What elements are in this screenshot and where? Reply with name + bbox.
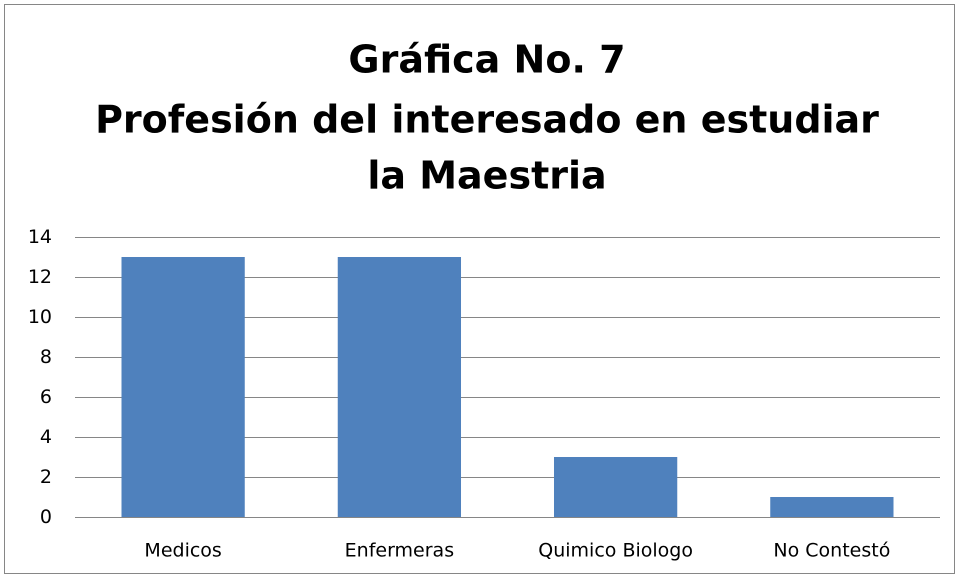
chart-title: la Maestria	[367, 154, 606, 198]
y-tick-label: 4	[40, 426, 52, 448]
bar	[770, 497, 894, 517]
bar	[337, 257, 462, 517]
y-tick-label: 0	[40, 506, 52, 528]
bar	[121, 257, 245, 517]
y-tick-label: 2	[40, 466, 52, 488]
x-tick-label: Quimico Biologo	[538, 540, 693, 562]
bar	[553, 457, 678, 517]
y-tick-label: 12	[28, 266, 52, 288]
x-tick-label: Enfermeras	[345, 540, 454, 562]
chart-title: Profesión del interesado en estudiar	[95, 98, 879, 142]
chart-title: Gráfica No. 7	[348, 38, 625, 82]
y-tick-label: 6	[40, 386, 52, 408]
x-tick-label: No Contestó	[773, 540, 890, 562]
x-tick-label: Medicos	[144, 540, 221, 562]
y-tick-label: 10	[28, 306, 52, 328]
y-tick-label: 8	[40, 346, 52, 368]
y-tick-label: 14	[28, 226, 52, 248]
